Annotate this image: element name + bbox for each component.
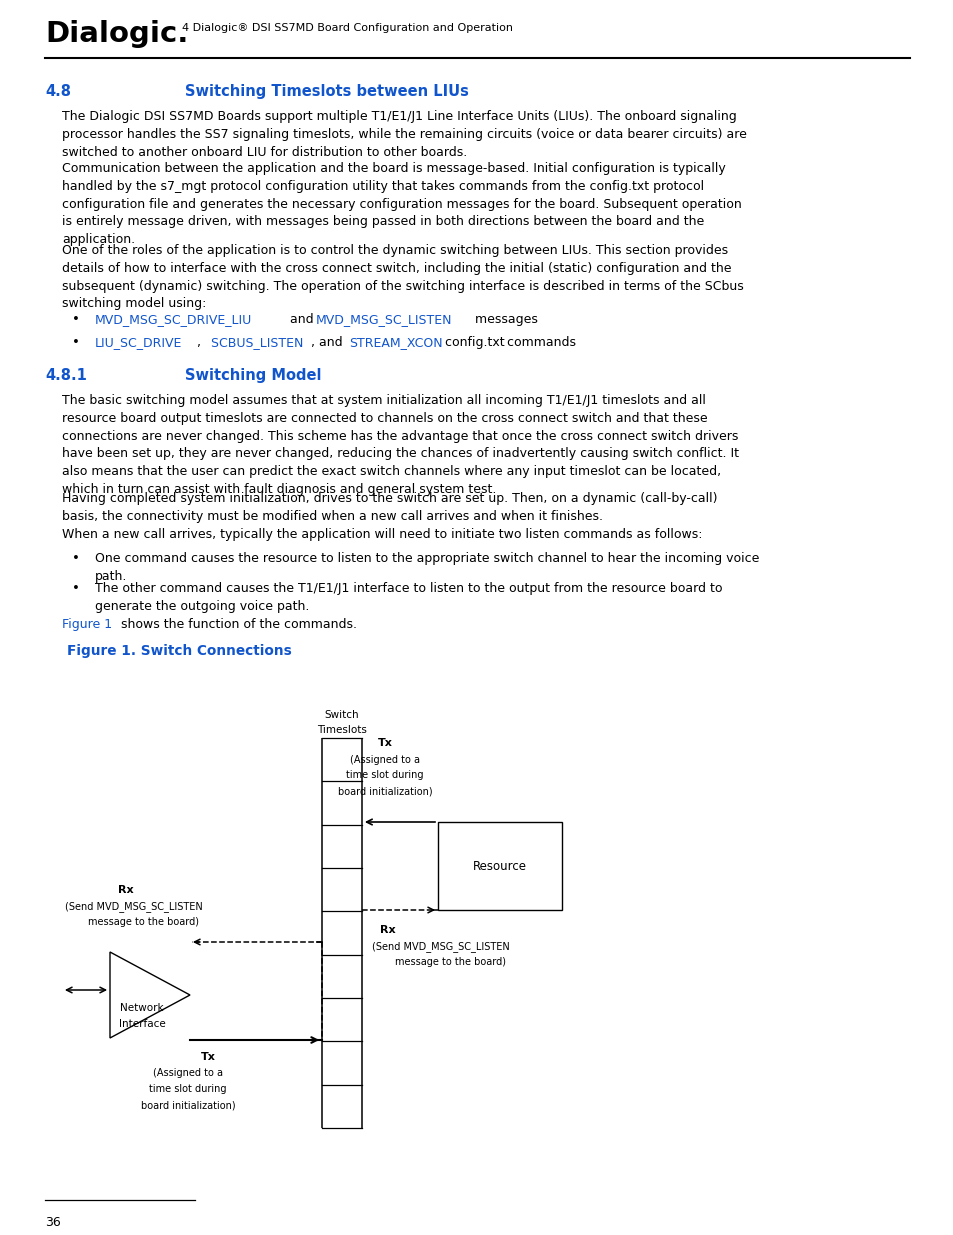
Text: When a new call arrives, typically the application will need to initiate two lis: When a new call arrives, typically the a… — [62, 529, 701, 541]
Text: time slot during: time slot during — [149, 1084, 227, 1094]
Text: Timeslots: Timeslots — [316, 725, 367, 735]
Text: board initialization): board initialization) — [140, 1100, 235, 1110]
Text: Rx: Rx — [118, 885, 133, 895]
Text: Rx: Rx — [379, 925, 395, 935]
Text: Switch: Switch — [324, 710, 359, 720]
Text: (Assigned to a: (Assigned to a — [350, 755, 419, 764]
Text: The Dialogic DSI SS7MD Boards support multiple T1/E1/J1 Line Interface Units (LI: The Dialogic DSI SS7MD Boards support mu… — [62, 110, 746, 158]
Text: Figure 1. Switch Connections: Figure 1. Switch Connections — [67, 643, 292, 658]
Text: SCBUS_LISTEN: SCBUS_LISTEN — [207, 336, 303, 350]
Text: MVD_MSG_SC_LISTEN: MVD_MSG_SC_LISTEN — [315, 312, 452, 326]
Text: 4 Dialogic® DSI SS7MD Board Configuration and Operation: 4 Dialogic® DSI SS7MD Board Configuratio… — [182, 23, 513, 33]
Text: Tx: Tx — [377, 739, 392, 748]
Text: Switching Timeslots between LIUs: Switching Timeslots between LIUs — [185, 84, 468, 99]
Text: Switching Model: Switching Model — [185, 368, 321, 383]
Text: time slot during: time slot during — [346, 769, 423, 781]
Text: 4.8: 4.8 — [45, 84, 71, 99]
Text: (Send MVD_MSG_SC_LISTEN: (Send MVD_MSG_SC_LISTEN — [372, 941, 509, 952]
Text: Interface: Interface — [118, 1019, 165, 1029]
Text: commands: commands — [502, 336, 576, 350]
Text: Having completed system initialization, drives to the switch are set up. Then, o: Having completed system initialization, … — [62, 492, 717, 522]
Text: One of the roles of the application is to control the dynamic switching between : One of the roles of the application is t… — [62, 245, 743, 310]
Text: messages: messages — [471, 312, 537, 326]
Text: 4.8.1: 4.8.1 — [45, 368, 87, 383]
Text: Tx: Tx — [200, 1052, 215, 1062]
Text: STREAM_XCON: STREAM_XCON — [349, 336, 442, 350]
Bar — [437, 823, 561, 910]
Text: message to the board): message to the board) — [88, 918, 199, 927]
Text: shows the function of the commands.: shows the function of the commands. — [117, 618, 356, 631]
Text: 36: 36 — [45, 1216, 61, 1229]
Text: One command causes the resource to listen to the appropriate switch channel to h: One command causes the resource to liste… — [95, 552, 759, 583]
Text: (Send MVD_MSG_SC_LISTEN: (Send MVD_MSG_SC_LISTEN — [65, 902, 203, 911]
Text: •: • — [71, 336, 80, 350]
Text: LIU_SC_DRIVE: LIU_SC_DRIVE — [95, 336, 182, 350]
Text: , and: , and — [311, 336, 346, 350]
Text: (Assigned to a: (Assigned to a — [152, 1068, 223, 1078]
Text: ,: , — [196, 336, 201, 350]
Text: board initialization): board initialization) — [337, 785, 432, 797]
Text: MVD_MSG_SC_DRIVE_LIU: MVD_MSG_SC_DRIVE_LIU — [95, 312, 252, 326]
Text: •: • — [71, 312, 80, 326]
Text: Dialogic.: Dialogic. — [45, 20, 188, 48]
Text: Resource: Resource — [473, 860, 526, 872]
Text: and: and — [286, 312, 317, 326]
Text: Figure 1: Figure 1 — [62, 618, 112, 631]
Polygon shape — [110, 952, 190, 1037]
Text: The basic switching model assumes that at system initialization all incoming T1/: The basic switching model assumes that a… — [62, 394, 739, 496]
Text: The other command causes the T1/E1/J1 interface to listen to the output from the: The other command causes the T1/E1/J1 in… — [95, 582, 721, 613]
Text: message to the board): message to the board) — [395, 957, 505, 967]
Text: •: • — [71, 552, 80, 564]
Text: •: • — [71, 582, 80, 595]
Text: Communication between the application and the board is message-based. Initial co: Communication between the application an… — [62, 162, 741, 246]
Text: config.txt: config.txt — [440, 336, 504, 350]
Text: Network: Network — [120, 1003, 164, 1013]
